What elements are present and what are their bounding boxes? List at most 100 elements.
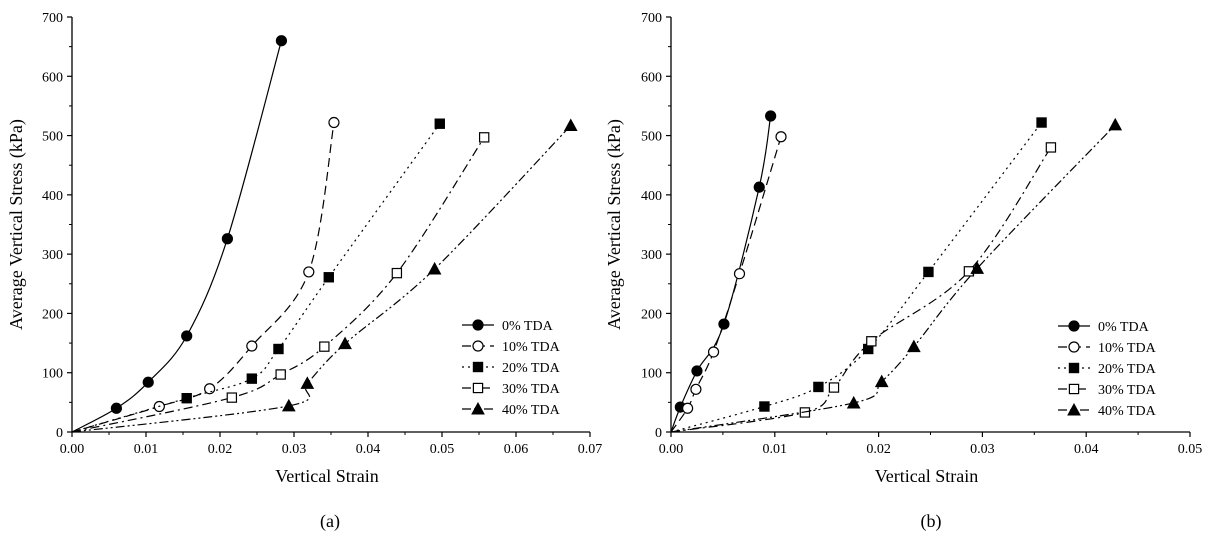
legend: 0% TDA 10% TDA 20% TDA 30% TDA 40% TDA: [1058, 320, 1157, 419]
x-tick-label: 0.01: [134, 442, 159, 457]
y-tick-label: 600: [641, 70, 662, 85]
data-point: [303, 266, 315, 278]
data-point: [275, 369, 286, 380]
y-tick-label: 500: [42, 130, 63, 145]
legend-label: 0% TDA: [502, 319, 554, 334]
data-point: [563, 118, 578, 131]
y-tick-label: 300: [641, 248, 662, 263]
data-point: [226, 392, 238, 403]
legend-label: 40% TDA: [1098, 404, 1157, 419]
y-tick-label: 600: [42, 70, 63, 85]
data-point: [434, 118, 445, 129]
series-30-tda: [670, 142, 1057, 433]
data-point: [181, 393, 192, 404]
data-point: [338, 336, 352, 350]
x-tick-label: 0.04: [1074, 442, 1099, 457]
data-point: [319, 341, 330, 352]
y-tick-label: 400: [42, 189, 63, 204]
series-line: [670, 124, 1116, 433]
series-20-tda: [670, 117, 1047, 433]
legend-marker: [1068, 362, 1080, 374]
data-point: [718, 318, 730, 330]
y-tick-label: 100: [42, 367, 63, 382]
data-point: [204, 383, 216, 395]
y-tick-label: 0: [56, 426, 63, 441]
y-axis-label: Average Vertical Stress (kPa): [6, 119, 27, 330]
series-line: [71, 125, 572, 433]
legend-marker: [471, 401, 485, 415]
x-axis-label: Vertical Strain: [275, 466, 378, 486]
y-tick-label: 100: [641, 367, 662, 382]
data-point: [328, 116, 340, 129]
x-axis-label: Vertical Strain: [875, 466, 978, 486]
y-tick-label: 200: [641, 307, 662, 322]
data-point: [323, 272, 334, 283]
data-point: [1045, 142, 1057, 153]
data-point: [813, 381, 824, 393]
series-line: [670, 115, 772, 433]
x-tick-label: 0.03: [970, 442, 995, 457]
data-point: [970, 261, 985, 274]
x-tick-label: 0.03: [282, 442, 307, 457]
series-10-tda: [670, 131, 787, 433]
data-point: [765, 110, 777, 122]
series-0-tda: [670, 110, 777, 433]
data-point: [246, 373, 258, 384]
data-point: [110, 402, 123, 414]
y-axis-label: Average Vertical Stress (kPa): [604, 119, 625, 330]
data-point: [733, 268, 746, 280]
data-point: [391, 267, 403, 279]
data-point: [923, 266, 934, 278]
data-point: [775, 131, 787, 143]
series-line: [670, 147, 1052, 433]
data-point: [246, 340, 258, 352]
legend-marker: [1068, 320, 1080, 332]
data-point: [691, 365, 703, 377]
legend-marker: [472, 319, 484, 331]
data-point: [181, 330, 193, 342]
x-tick-label: 0.05: [430, 442, 455, 457]
series-0-tda: [71, 35, 288, 433]
x-tick-label: 0.04: [356, 442, 381, 457]
data-point: [427, 261, 442, 275]
legend-label: 10% TDA: [1098, 341, 1157, 356]
legend-marker: [1067, 402, 1081, 416]
y-tick-label: 0: [655, 426, 662, 441]
x-tick-label: 0.02: [208, 442, 233, 457]
legend-marker: [472, 382, 484, 394]
y-tick-label: 700: [641, 11, 662, 26]
data-point: [275, 35, 288, 47]
data-point: [281, 398, 296, 412]
data-point: [846, 395, 861, 409]
series-line: [71, 122, 335, 433]
data-point: [866, 336, 877, 347]
data-point: [690, 383, 702, 395]
data-point: [1036, 117, 1047, 128]
x-tick-label: 0.05: [1178, 442, 1203, 457]
data-point: [1108, 117, 1123, 131]
series-30-tda: [71, 132, 490, 433]
data-point: [682, 402, 694, 414]
data-point: [221, 233, 233, 245]
data-point: [753, 181, 765, 193]
legend-marker: [1068, 341, 1080, 353]
x-tick-label: 0.02: [866, 442, 891, 457]
y-tick-label: 200: [42, 307, 63, 322]
figure-caption: (a): [320, 511, 340, 532]
series-line: [71, 40, 282, 433]
series-line: [670, 136, 782, 433]
y-tick-label: 400: [641, 189, 662, 204]
legend-label: 20% TDA: [1098, 362, 1157, 377]
data-point: [707, 346, 720, 358]
series-line: [71, 123, 441, 433]
data-point: [828, 382, 840, 393]
legend-marker: [1068, 383, 1080, 395]
data-point: [273, 343, 284, 355]
legend-marker: [472, 340, 484, 352]
legend-label: 30% TDA: [1098, 383, 1157, 398]
data-point: [478, 132, 490, 143]
data-point: [874, 374, 889, 388]
data-point: [759, 401, 770, 412]
data-point: [142, 376, 154, 388]
series-line: [71, 137, 485, 433]
